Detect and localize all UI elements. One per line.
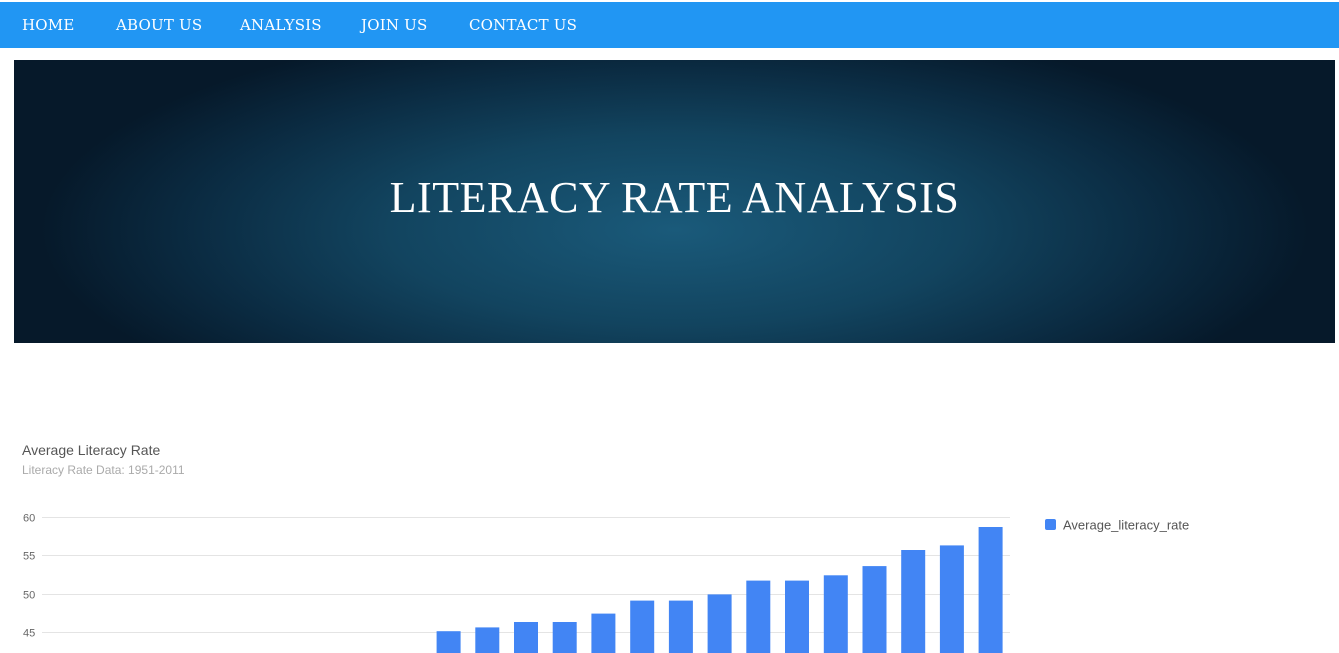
chart-bars: [436, 527, 1003, 653]
bar[interactable]: [668, 600, 693, 653]
legend-label: Average_literacy_rate: [1063, 517, 1190, 533]
bar[interactable]: [939, 545, 964, 653]
bar[interactable]: [591, 613, 616, 653]
bar[interactable]: [514, 622, 538, 653]
y-tick-label: 55: [23, 551, 35, 563]
top-navigation: HOME ABOUT US ANALYSIS JOIN US CONTACT U…: [0, 2, 1339, 48]
chart-title: Average Literacy Rate: [22, 442, 161, 458]
chart-legend: Average_literacy_rate: [1045, 516, 1189, 532]
y-tick-label: 45: [23, 628, 35, 640]
bar[interactable]: [630, 600, 655, 653]
bar[interactable]: [901, 550, 926, 653]
nav-about-us[interactable]: ABOUT US: [116, 16, 203, 34]
bar[interactable]: [978, 527, 1003, 653]
bar[interactable]: [552, 622, 577, 653]
bar[interactable]: [475, 627, 500, 653]
y-tick-label: 50: [23, 590, 35, 602]
bar[interactable]: [785, 580, 809, 653]
hero-banner: LITERACY RATE ANALYSIS: [14, 60, 1335, 343]
nav-home[interactable]: HOME: [22, 16, 75, 34]
bar[interactable]: [707, 594, 732, 653]
bar[interactable]: [746, 580, 771, 653]
legend-swatch: [1045, 519, 1056, 531]
bar[interactable]: [862, 566, 887, 653]
chart-subtitle: Literacy Rate Data: 1951-2011: [22, 463, 185, 477]
literacy-bar-chart: 45 50 55 60: [23, 513, 1010, 653]
banner-title: LITERACY RATE ANALYSIS: [389, 173, 960, 222]
nav-join-us[interactable]: JOIN US: [361, 16, 428, 34]
nav-analysis[interactable]: ANALYSIS: [240, 16, 322, 34]
bar[interactable]: [823, 575, 848, 653]
chart-y-axis: 45 50 55 60: [23, 513, 35, 640]
bar[interactable]: [436, 631, 461, 653]
top-border: [0, 0, 1339, 2]
y-tick-label: 60: [23, 513, 35, 525]
nav-contact-us[interactable]: CONTACT US: [469, 16, 578, 34]
